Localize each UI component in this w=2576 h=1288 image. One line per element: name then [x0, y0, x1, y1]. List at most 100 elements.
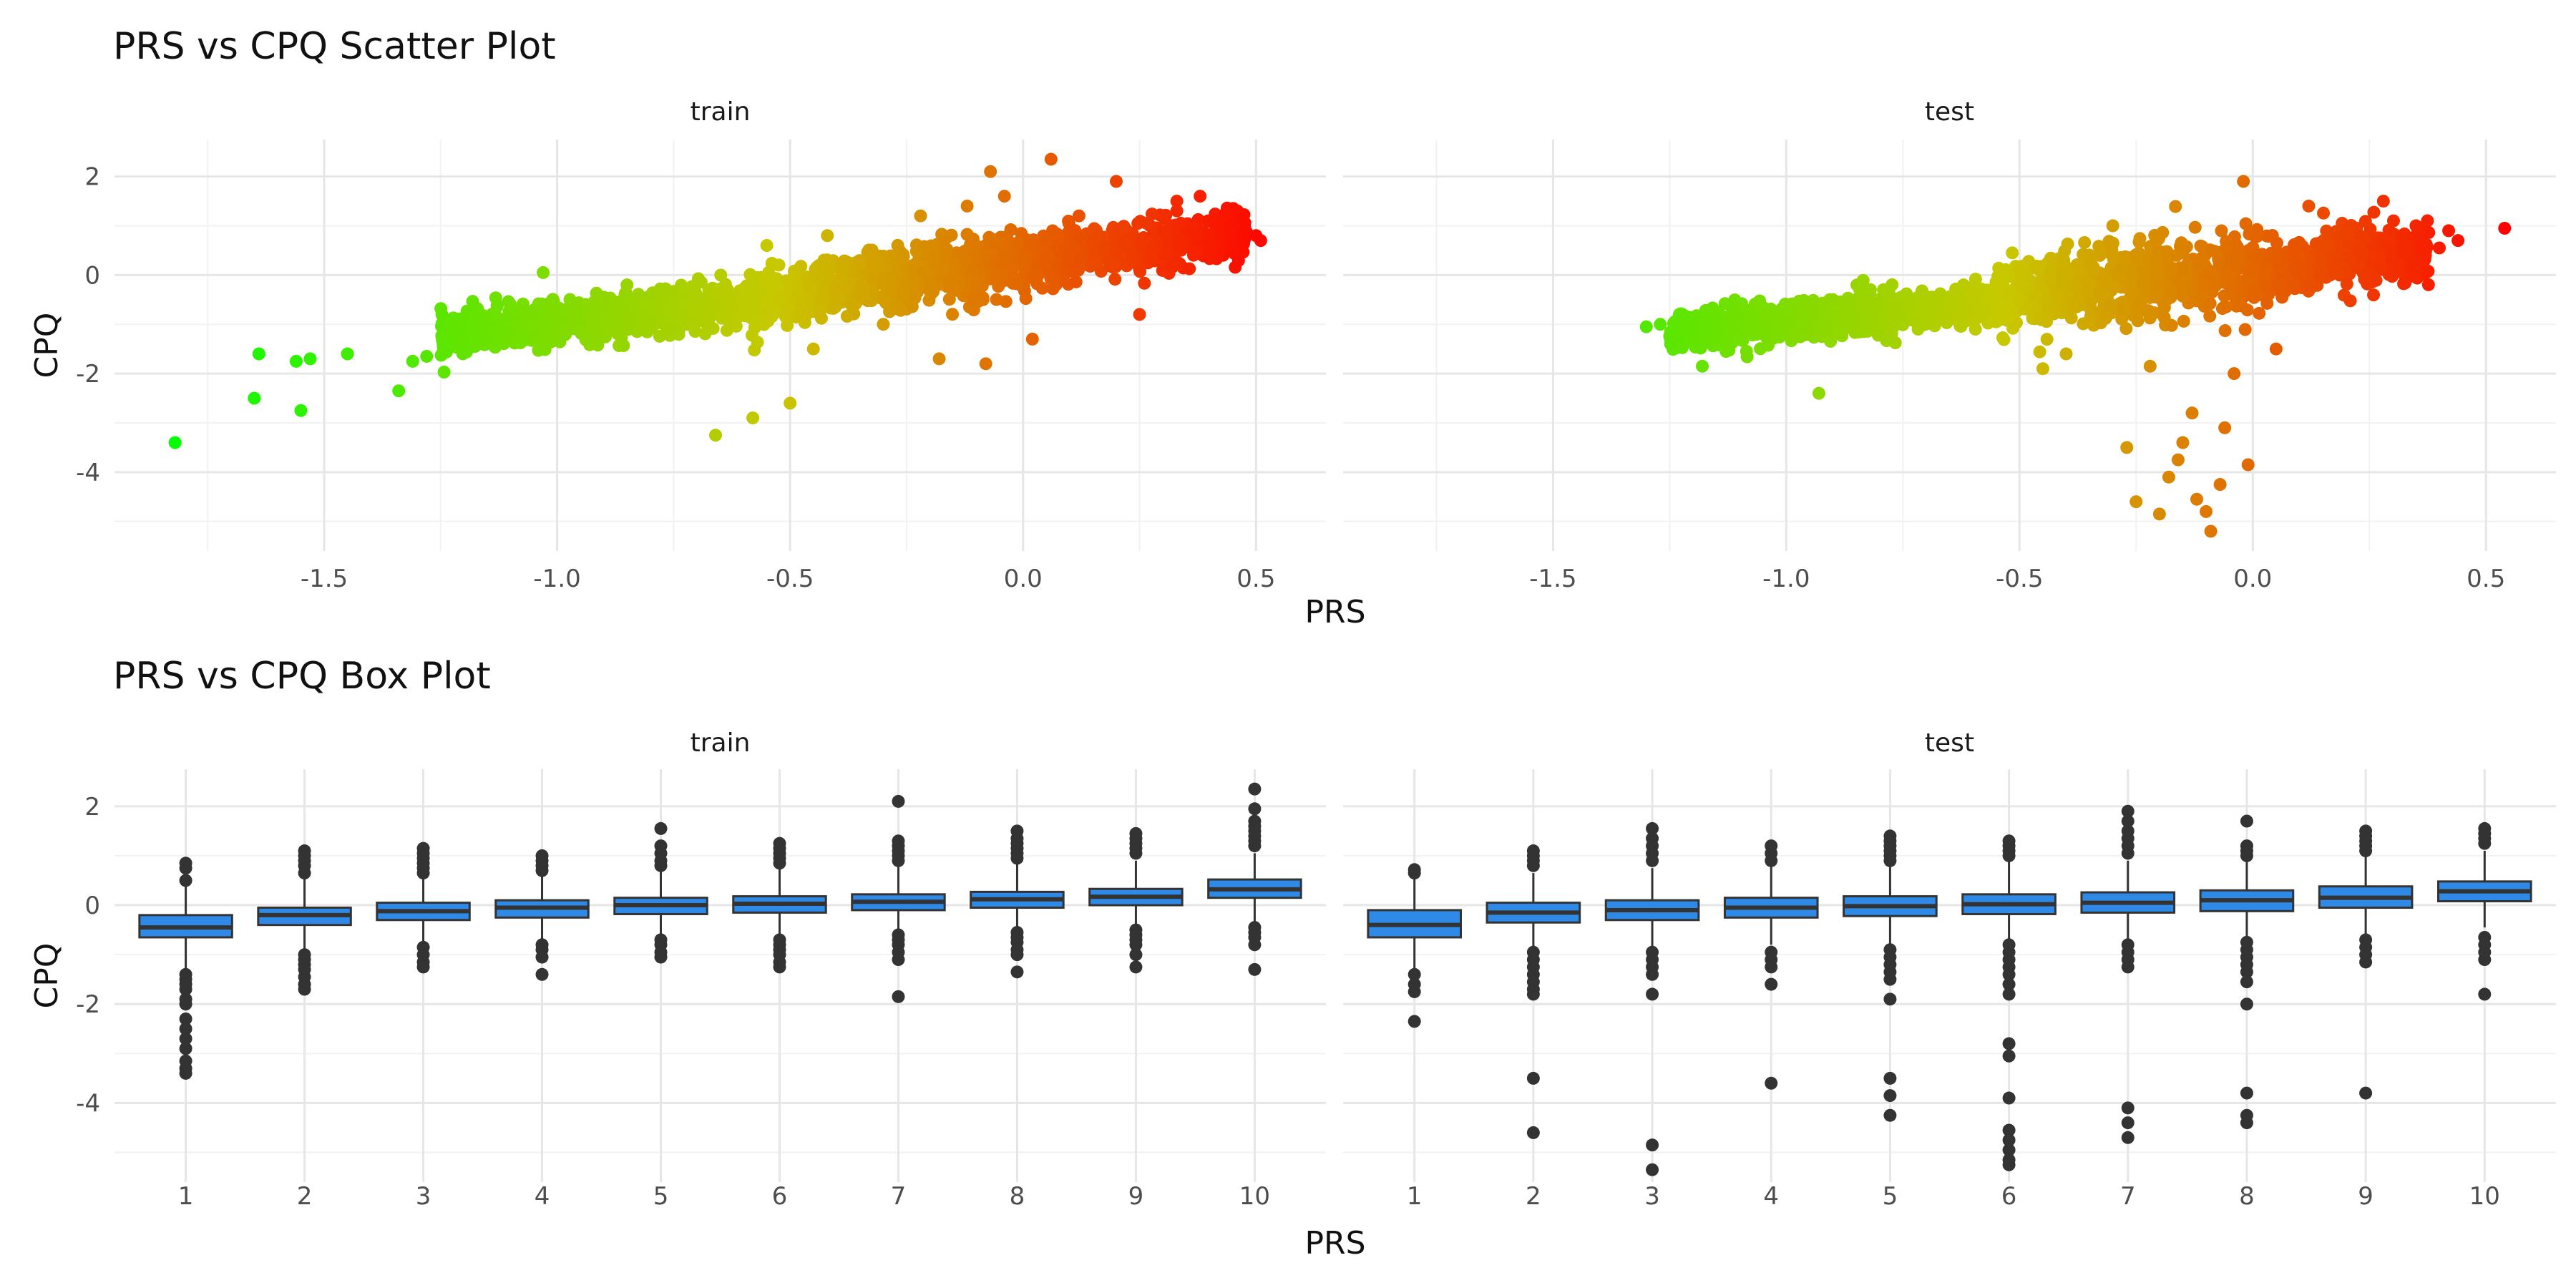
x-tick-label: 0.0	[1004, 565, 1043, 593]
scatter-point	[1041, 248, 1055, 262]
outlier-point	[1765, 977, 1778, 991]
scatter-point	[504, 298, 517, 311]
scatter-point	[1159, 208, 1173, 222]
scatter-point	[819, 263, 832, 276]
scatter-point	[743, 301, 756, 315]
scatter-point	[2120, 441, 2134, 454]
scatter-point	[2397, 277, 2411, 291]
scatter-point	[2142, 304, 2155, 318]
outlier-point	[1646, 1163, 1659, 1176]
scatter-point	[434, 302, 448, 316]
outlier-point	[1010, 948, 1024, 962]
scatter-point	[459, 345, 473, 358]
scatter-point	[687, 308, 701, 322]
scatter-point	[966, 235, 980, 248]
outlier-point	[654, 859, 668, 872]
outlier-point	[892, 854, 905, 867]
scatter-point	[2241, 458, 2255, 472]
scatter-point	[2220, 235, 2233, 248]
scatter-point	[2180, 240, 2193, 253]
scatter-point	[2290, 245, 2304, 258]
scatter-point	[480, 332, 494, 346]
scatter-point	[2253, 306, 2266, 320]
scatter-point	[2367, 205, 2381, 219]
outlier-point	[2240, 997, 2253, 1011]
x-tick-label: 3	[416, 1182, 431, 1211]
x-tick-label: 5	[1883, 1182, 1898, 1211]
scatter-point	[2149, 288, 2162, 302]
scatter-point	[686, 280, 699, 293]
scatter-point	[2203, 296, 2217, 310]
outlier-point	[773, 960, 786, 974]
scatter-point	[997, 257, 1011, 270]
outlier-point	[2478, 953, 2492, 967]
scatter-point	[168, 436, 182, 449]
outlier-point	[1646, 967, 1659, 981]
y-tick-label: -4	[76, 459, 100, 487]
scatter-point	[542, 297, 556, 311]
scatter-point	[612, 321, 625, 334]
scatter-point	[1968, 323, 1982, 336]
scatter-point	[2286, 278, 2300, 291]
outlier-point	[179, 1042, 192, 1055]
x-tick-label: 7	[2120, 1182, 2136, 1211]
scatter-point	[2169, 200, 2182, 213]
x-tick-label: 0.5	[2467, 565, 2505, 593]
x-tick-label: 8	[2239, 1182, 2255, 1211]
scatter-point	[1109, 175, 1123, 188]
scatter-point	[527, 308, 540, 321]
scatter-point	[997, 190, 1011, 203]
x-tick-label: -0.5	[1996, 565, 2043, 593]
scatter-point	[1828, 313, 1842, 327]
scatter-point	[1947, 298, 1961, 312]
x-tick-label: 6	[772, 1182, 788, 1211]
scatter-point	[1099, 245, 1113, 258]
scatter-point	[1118, 237, 1131, 250]
x-tick-label: 2	[1526, 1182, 1541, 1211]
outlier-point	[179, 997, 192, 1011]
scatter-point	[2343, 294, 2357, 308]
scatter-point	[392, 384, 406, 398]
scatter-point	[2084, 293, 2098, 307]
scatter-point	[2057, 253, 2070, 266]
scatter-point	[1754, 342, 1767, 356]
scatter-point	[2339, 229, 2353, 243]
scatter-point	[527, 328, 541, 341]
scatter-point	[1126, 255, 1139, 268]
y-tick-label: -2	[76, 990, 100, 1019]
scatter-point	[781, 318, 794, 332]
scatter-point	[821, 229, 834, 243]
scatter-point	[2040, 333, 2054, 346]
scatter-point	[1133, 308, 1146, 321]
scatter-point	[897, 285, 911, 298]
scatter-point	[989, 265, 1002, 278]
outlier-point	[654, 821, 668, 835]
scatter-point	[829, 301, 842, 314]
x-tick-label: -1.0	[533, 565, 580, 593]
scatter-point	[2061, 237, 2074, 250]
scatter-point	[1722, 343, 1736, 357]
outlier-point	[1129, 847, 1143, 860]
scatter-point	[2064, 300, 2078, 313]
scatter-point	[917, 240, 931, 253]
scatter-point	[1735, 297, 1749, 311]
facet-strip-label: train	[691, 728, 751, 758]
scatter-point	[2225, 283, 2238, 297]
x-tick-label: 10	[2469, 1182, 2500, 1211]
scatter-point	[905, 300, 919, 313]
scatter-point	[809, 263, 822, 276]
scatter-point	[2269, 342, 2283, 356]
x-tick-label: -1.5	[301, 565, 348, 593]
scatter-point	[2275, 291, 2289, 304]
scatter-point	[817, 292, 831, 306]
scatter-point	[1740, 344, 1753, 358]
scatter-point	[1068, 240, 1081, 254]
x-tick-label: 5	[653, 1182, 669, 1211]
outlier-point	[535, 967, 549, 981]
scatter-point	[2174, 275, 2187, 289]
x-tick-label: 1	[178, 1182, 194, 1211]
x-tick-label: 7	[891, 1182, 907, 1211]
scatter-point	[489, 291, 502, 305]
outlier-point	[1883, 1108, 1897, 1122]
scatter-point	[2069, 281, 2083, 295]
